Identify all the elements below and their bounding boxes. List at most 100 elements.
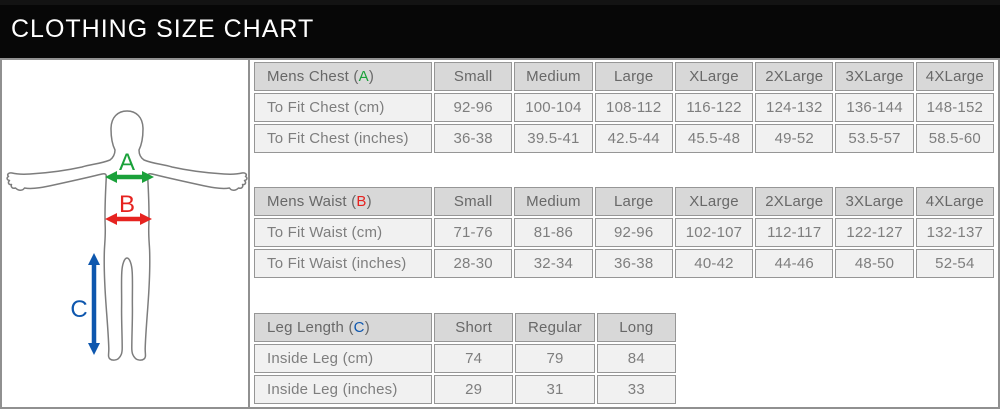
size-value-cell: 81-86 [514, 218, 593, 247]
size-value-cell: 42.5-44 [594, 124, 673, 153]
table-title-cell: Leg Length (C) [254, 313, 432, 342]
table-title-marker: B [356, 193, 367, 210]
size-value-cell: 124-132 [755, 93, 834, 122]
size-header-cell: 3XLarge [835, 187, 914, 216]
chest-arrowhead-left [105, 171, 117, 183]
leg-measure-arrow: C [70, 253, 100, 355]
size-value-cell: 112-117 [755, 218, 834, 247]
table-row: Inside Leg (inches) 29 31 33 [254, 375, 676, 404]
table-row: To Fit Waist (inches) 28-30 32-34 36-38 … [254, 249, 994, 278]
size-header-cell: 3XLarge [835, 62, 914, 91]
table-title-text: ) [368, 68, 375, 85]
size-value-cell: 33 [596, 375, 676, 404]
waist-measure-arrow: B [105, 191, 152, 225]
size-header-cell: 4XLarge [915, 62, 994, 91]
size-header-cell: XLarge [674, 62, 754, 91]
size-value-cell: 79 [515, 344, 595, 373]
size-value-cell: 36-38 [434, 124, 513, 153]
table-header-row: Leg Length (C) Short Regular Long [254, 313, 676, 342]
size-value-cell: 28-30 [434, 249, 513, 278]
waist-arrowhead-right [140, 213, 152, 225]
size-value-cell: 36-38 [594, 249, 673, 278]
row-label-cell: To Fit Chest (cm) [254, 93, 432, 122]
size-header-cell: Medium [514, 62, 593, 91]
body-measurement-diagram: A B C [6, 110, 248, 361]
size-value-cell: 32-34 [514, 249, 593, 278]
size-value-cell: 48-50 [835, 249, 914, 278]
size-value-cell: 102-107 [674, 218, 754, 247]
table-title-cell: Mens Waist (B) [254, 187, 432, 216]
size-value-cell: 53.5-57 [835, 124, 914, 153]
size-header-cell: Large [594, 62, 673, 91]
size-header-cell: 2XLarge [755, 187, 834, 216]
size-value-cell: 108-112 [594, 93, 673, 122]
size-value-cell: 136-144 [835, 93, 914, 122]
size-value-cell: 100-104 [514, 93, 593, 122]
size-value-cell: 122-127 [835, 218, 914, 247]
size-value-cell: 148-152 [915, 93, 994, 122]
size-tables-area: Mens Chest (A) Small Medium Large XLarge… [252, 60, 998, 407]
row-label-cell: Inside Leg (cm) [254, 344, 432, 373]
size-header-cell: Large [594, 187, 673, 216]
size-value-cell: 39.5-41 [514, 124, 593, 153]
title-bar: CLOTHING SIZE CHART [0, 0, 1000, 58]
size-value-cell: 49-52 [755, 124, 834, 153]
size-header-cell: Regular [515, 313, 595, 342]
table-title-text: Mens Chest ( [267, 68, 359, 85]
table-row: To Fit Chest (inches) 36-38 39.5-41 42.5… [254, 124, 994, 153]
size-value-cell: 92-96 [594, 218, 673, 247]
table-title-cell: Mens Chest (A) [254, 62, 432, 91]
table-title-text: Mens Waist ( [267, 193, 357, 210]
waist-arrowhead-left [105, 213, 117, 225]
size-value-cell: 84 [596, 344, 676, 373]
size-value-cell: 29 [434, 375, 514, 404]
size-value-cell: 40-42 [674, 249, 754, 278]
mens-waist-table: Mens Waist (B) Small Medium Large XLarge… [252, 185, 996, 280]
size-header-cell: 2XLarge [755, 62, 834, 91]
size-value-cell: 45.5-48 [674, 124, 754, 153]
body-outline [6, 110, 248, 361]
page-title: CLOTHING SIZE CHART [11, 14, 315, 43]
table-title-marker: A [358, 68, 369, 85]
table-row: Inside Leg (cm) 74 79 84 [254, 344, 676, 373]
mens-chest-table: Mens Chest (A) Small Medium Large XLarge… [252, 60, 996, 155]
row-label-cell: To Fit Waist (inches) [254, 249, 432, 278]
table-title-text: ) [366, 193, 372, 210]
table-row: To Fit Chest (cm) 92-96 100-104 108-112 … [254, 93, 994, 122]
size-value-cell: 132-137 [915, 218, 994, 247]
size-value-cell: 52-54 [915, 249, 994, 278]
table-title-marker: C [353, 319, 365, 336]
chest-letter-label: A [119, 149, 135, 176]
table-header-row: Mens Waist (B) Small Medium Large XLarge… [254, 187, 994, 216]
chest-measure-arrow: A [105, 149, 154, 183]
size-value-cell: 92-96 [434, 93, 513, 122]
leg-arrowhead-top [88, 253, 100, 265]
size-header-cell: Small [434, 62, 513, 91]
leg-arrowhead-bottom [88, 343, 100, 355]
leg-letter-label: C [70, 296, 87, 323]
row-label-cell: Inside Leg (inches) [254, 375, 432, 404]
size-value-cell: 31 [515, 375, 595, 404]
size-header-cell: XLarge [674, 187, 754, 216]
row-label-cell: To Fit Waist (cm) [254, 218, 432, 247]
size-header-cell: Small [434, 187, 513, 216]
table-title-text: ) [364, 319, 370, 336]
table-row: To Fit Waist (cm) 71-76 81-86 92-96 102-… [254, 218, 994, 247]
body-diagram-panel: A B C [2, 60, 250, 407]
size-header-cell: Short [434, 313, 514, 342]
size-header-cell: Medium [514, 187, 593, 216]
leg-length-table: Leg Length (C) Short Regular Long Inside… [252, 311, 678, 406]
waist-letter-label: B [119, 191, 135, 218]
size-header-cell: 4XLarge [915, 187, 994, 216]
size-value-cell: 71-76 [434, 218, 513, 247]
size-value-cell: 58.5-60 [915, 124, 994, 153]
size-value-cell: 74 [434, 344, 514, 373]
size-value-cell: 116-122 [674, 93, 754, 122]
chest-arrowhead-right [142, 171, 154, 183]
table-header-row: Mens Chest (A) Small Medium Large XLarge… [254, 62, 994, 91]
table-title-text: Leg Length ( [267, 319, 354, 336]
row-label-cell: To Fit Chest (inches) [254, 124, 432, 153]
content-frame: A B C [0, 58, 1000, 409]
size-value-cell: 44-46 [755, 249, 834, 278]
size-header-cell: Long [596, 313, 676, 342]
